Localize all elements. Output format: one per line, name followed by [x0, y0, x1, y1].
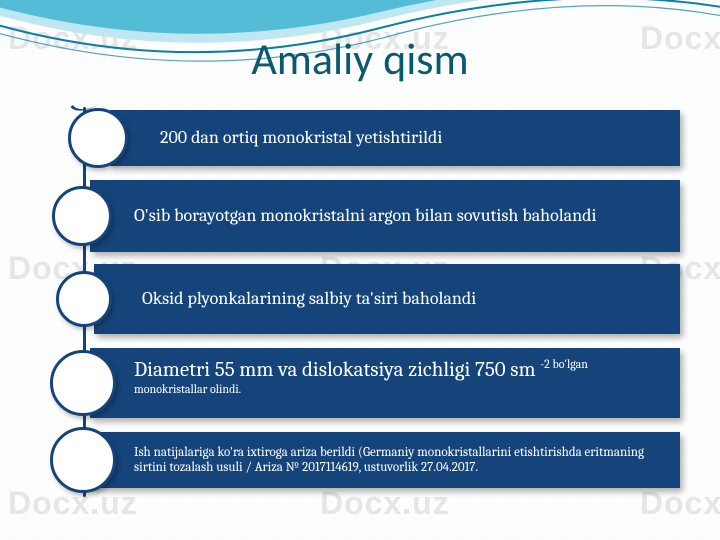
list-item-text: Ish natijalariga ko'ra ixtiroga ariza be… [134, 445, 662, 476]
ring-icon [50, 350, 116, 416]
list-item-text: Diametri 55 mm va dislokatsiya zichligi … [134, 358, 662, 408]
list-item-text: O'sib borayotgan monokristalni argon bil… [134, 205, 662, 227]
list-bar: 200 dan ortiq monokristal yetishtirildi [110, 110, 680, 166]
list-item-text: 200 dan ortiq monokristal yetishtirildi [160, 127, 662, 149]
list-item: Ish natijalariga ko'ra ixtiroga ariza be… [50, 432, 680, 488]
list-item: Diametri 55 mm va dislokatsiya zichligi … [50, 348, 680, 418]
list-bar: Oksid plyonkalarining salbiy ta'siri bah… [94, 264, 680, 334]
list-item: 200 dan ortiq monokristal yetishtirildi [50, 110, 680, 166]
list-bar: Diametri 55 mm va dislokatsiya zichligi … [90, 348, 680, 418]
ring-icon [56, 271, 112, 327]
list-item-text: Oksid plyonkalarining salbiy ta'siri bah… [142, 288, 662, 310]
ring-icon [50, 427, 116, 493]
list-item: Oksid plyonkalarining salbiy ta'siri bah… [50, 264, 680, 334]
list-item: O'sib borayotgan monokristalni argon bil… [50, 180, 680, 252]
smartart-list: 200 dan ortiq monokristal yetishtirildi … [50, 110, 680, 502]
ring-icon [68, 108, 128, 168]
list-item-main: Diametri 55 mm va dislokatsiya zichligi … [134, 358, 536, 382]
list-bar: O'sib borayotgan monokristalni argon bil… [90, 180, 680, 252]
ring-icon [52, 186, 112, 246]
list-bar: Ish natijalariga ko'ra ixtiroga ariza be… [90, 432, 680, 488]
page-title: Amaliy qism [0, 32, 720, 86]
